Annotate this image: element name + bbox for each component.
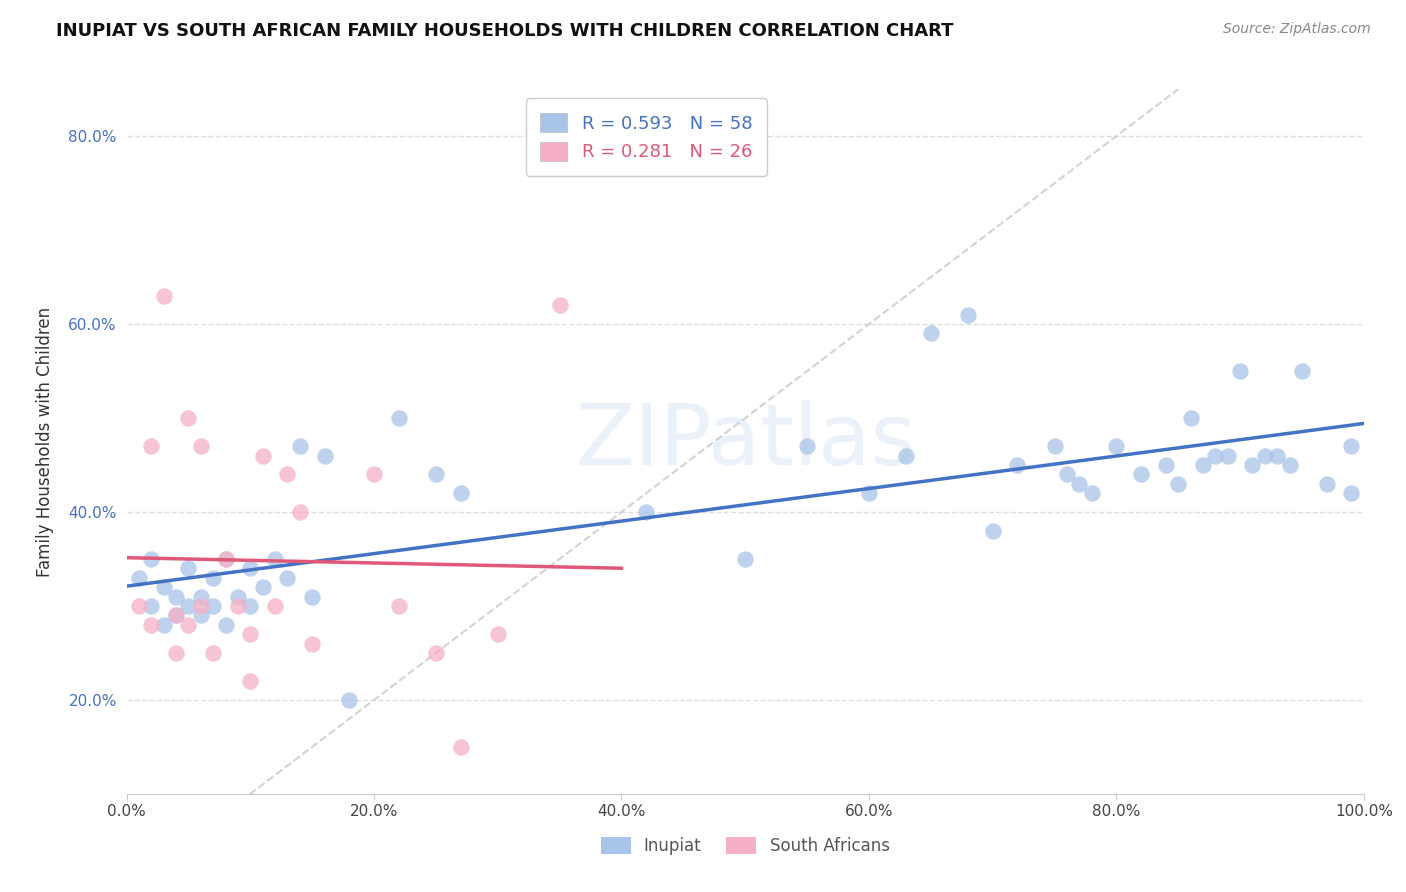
Point	[252, 449, 274, 463]
Point	[1340, 439, 1362, 453]
Point	[239, 599, 262, 613]
Point	[1278, 458, 1301, 472]
Point	[301, 590, 323, 604]
Point	[165, 646, 187, 660]
Point	[288, 439, 311, 453]
Point	[288, 505, 311, 519]
Text: ZIPatlas: ZIPatlas	[575, 400, 915, 483]
Point	[214, 617, 236, 632]
Legend: Inupiat, South Africans: Inupiat, South Africans	[589, 825, 901, 867]
Point	[1204, 449, 1226, 463]
Point	[1130, 467, 1153, 482]
Point	[276, 571, 298, 585]
Point	[239, 627, 262, 641]
Point	[450, 739, 472, 754]
Point	[165, 608, 187, 623]
Point	[450, 486, 472, 500]
Point	[548, 298, 571, 312]
Point	[177, 411, 200, 425]
Point	[1254, 449, 1277, 463]
Point	[141, 617, 163, 632]
Point	[388, 599, 411, 613]
Point	[1007, 458, 1029, 472]
Point	[1105, 439, 1128, 453]
Point	[190, 599, 212, 613]
Point	[141, 439, 163, 453]
Point	[425, 467, 447, 482]
Point	[239, 561, 262, 575]
Point	[981, 524, 1004, 538]
Point	[165, 608, 187, 623]
Point	[1291, 364, 1313, 378]
Point	[190, 608, 212, 623]
Point	[337, 693, 360, 707]
Point	[796, 439, 818, 453]
Point	[1340, 486, 1362, 500]
Point	[636, 505, 658, 519]
Text: Source: ZipAtlas.com: Source: ZipAtlas.com	[1223, 22, 1371, 37]
Point	[1080, 486, 1102, 500]
Point	[177, 599, 200, 613]
Point	[1216, 449, 1239, 463]
Point	[128, 599, 150, 613]
Point	[152, 289, 174, 303]
Point	[141, 599, 163, 613]
Point	[1192, 458, 1215, 472]
Point	[202, 646, 225, 660]
Point	[425, 646, 447, 660]
Point	[956, 308, 979, 322]
Point	[1265, 449, 1288, 463]
Text: INUPIAT VS SOUTH AFRICAN FAMILY HOUSEHOLDS WITH CHILDREN CORRELATION CHART: INUPIAT VS SOUTH AFRICAN FAMILY HOUSEHOL…	[56, 22, 953, 40]
Point	[128, 571, 150, 585]
Point	[202, 571, 225, 585]
Point	[226, 590, 249, 604]
Point	[190, 590, 212, 604]
Point	[314, 449, 336, 463]
Point	[252, 580, 274, 594]
Point	[388, 411, 411, 425]
Point	[165, 590, 187, 604]
Point	[239, 674, 262, 689]
Point	[1241, 458, 1264, 472]
Point	[214, 552, 236, 566]
Point	[141, 552, 163, 566]
Point	[920, 326, 942, 341]
Point	[276, 467, 298, 482]
Point	[1056, 467, 1078, 482]
Point	[363, 467, 385, 482]
Point	[152, 617, 174, 632]
Point	[734, 552, 756, 566]
Point	[152, 580, 174, 594]
Y-axis label: Family Households with Children: Family Households with Children	[37, 307, 55, 576]
Point	[1316, 476, 1339, 491]
Point	[226, 599, 249, 613]
Point	[858, 486, 880, 500]
Point	[1043, 439, 1066, 453]
Point	[894, 449, 917, 463]
Point	[1069, 476, 1091, 491]
Point	[1154, 458, 1177, 472]
Point	[177, 561, 200, 575]
Point	[301, 636, 323, 650]
Point	[264, 599, 287, 613]
Point	[1167, 476, 1189, 491]
Point	[486, 627, 509, 641]
Point	[214, 552, 236, 566]
Point	[1229, 364, 1251, 378]
Point	[177, 617, 200, 632]
Point	[202, 599, 225, 613]
Point	[264, 552, 287, 566]
Point	[1180, 411, 1202, 425]
Point	[190, 439, 212, 453]
